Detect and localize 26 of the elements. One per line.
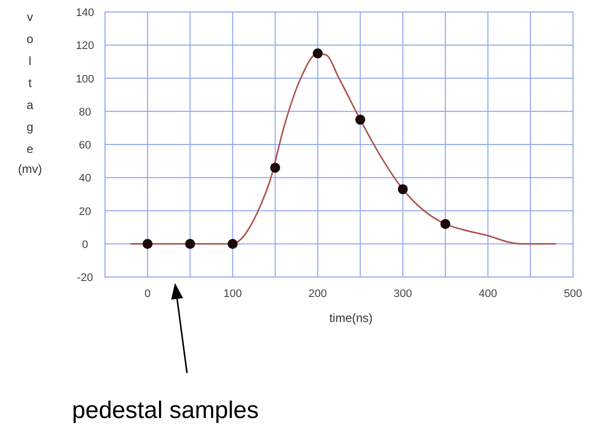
point [355, 114, 366, 125]
x-tick-label: 300 [394, 288, 412, 300]
y-tick-label: 100 [76, 73, 94, 86]
x-axis-title: time(ns) [329, 311, 373, 325]
x-tick-label: 400 [478, 288, 498, 300]
y-tick-label: 20 [78, 206, 92, 218]
y-axis-title: voltage (mv) [18, 10, 42, 176]
y-tick-label: -20 [77, 272, 93, 284]
point [398, 184, 408, 194]
x-tick-label: 500 [564, 288, 582, 300]
y-tick-label: 0 [82, 238, 88, 251]
x-tick-label: 200 [308, 288, 327, 300]
y-tick-label: 80 [78, 106, 92, 118]
x-tick-label: 100 [223, 288, 242, 300]
y-tick-label: 40 [78, 172, 92, 185]
point [228, 238, 238, 249]
y-tick-label: 60 [78, 140, 92, 152]
text: pedestal samples [72, 397, 259, 424]
point [142, 238, 153, 249]
point [270, 162, 280, 173]
y-tick-label: 120 [76, 40, 94, 52]
x-tick-label: 0 [144, 288, 151, 300]
point [185, 238, 196, 249]
point [312, 48, 323, 58]
y-tick-label: 140 [76, 7, 94, 19]
point [440, 219, 450, 229]
